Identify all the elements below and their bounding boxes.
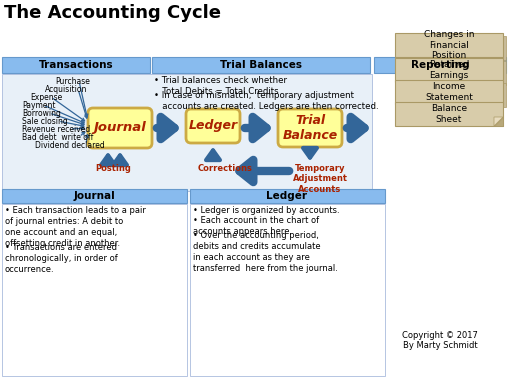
Text: Journal: Journal (94, 122, 146, 134)
Bar (2, 74, 371, 191)
Text: Transactions: Transactions (39, 60, 113, 70)
Bar (2, 189, 187, 203)
Text: Sale closing: Sale closing (22, 117, 68, 125)
Text: Trial
Balance: Trial Balance (282, 114, 337, 142)
Text: Dividend declared: Dividend declared (35, 141, 104, 149)
Bar (190, 189, 384, 203)
Bar (394, 80, 502, 104)
FancyBboxPatch shape (277, 109, 342, 147)
Text: Copyright © 2017
By Marty Schmidt: Copyright © 2017 By Marty Schmidt (401, 331, 477, 350)
Bar (394, 102, 502, 126)
Bar (397, 83, 505, 107)
Text: Ledger: Ledger (266, 191, 307, 201)
Text: Borrowing: Borrowing (22, 108, 61, 117)
Text: Temporary
Adjustment
Accounts: Temporary Adjustment Accounts (292, 164, 347, 194)
Text: Trial Balances: Trial Balances (219, 60, 301, 70)
Text: Corrections: Corrections (197, 164, 252, 173)
Text: • Each account in the chart of
accounts appears here.: • Each account in the chart of accounts … (192, 216, 319, 236)
Text: Posting: Posting (95, 164, 131, 173)
Bar (394, 33, 502, 57)
Bar (397, 61, 505, 85)
Text: Income
Statement: Income Statement (424, 82, 472, 102)
Bar (190, 204, 384, 376)
Polygon shape (493, 117, 502, 126)
Text: Retained
Earnings: Retained Earnings (428, 60, 468, 80)
Bar (373, 57, 505, 73)
Text: • In case of mismatch,  temporary adjustment
   accounts are created. Ledgers ar: • In case of mismatch, temporary adjustm… (154, 91, 378, 111)
Text: • Each transaction leads to a pair
of journal entries: A debit to
one account an: • Each transaction leads to a pair of jo… (5, 206, 146, 248)
Text: Changes in
Financial
Position: Changes in Financial Position (423, 30, 473, 60)
Text: Balance
Sheet: Balance Sheet (430, 104, 466, 124)
Text: Payment: Payment (22, 100, 55, 110)
FancyBboxPatch shape (186, 109, 240, 143)
Text: • Ledger is organized by accounts.: • Ledger is organized by accounts. (192, 206, 339, 215)
Text: Bad debt  write off: Bad debt write off (22, 132, 93, 142)
Bar (397, 36, 505, 60)
Polygon shape (493, 117, 502, 126)
Bar (152, 57, 369, 73)
Bar (2, 57, 150, 73)
Text: Expense: Expense (30, 93, 62, 102)
Text: • Trial balances check whether
   Total Debits = Total Credits: • Trial balances check whether Total Deb… (154, 76, 287, 96)
Text: The Accounting Cycle: The Accounting Cycle (4, 4, 220, 22)
Bar (2, 204, 187, 376)
Bar (394, 58, 502, 82)
Text: Purchase: Purchase (55, 76, 90, 86)
Text: Reporting: Reporting (410, 60, 468, 70)
Text: Acquisition: Acquisition (45, 85, 87, 93)
Text: Journal: Journal (73, 191, 115, 201)
Text: Ledger: Ledger (188, 120, 237, 132)
FancyBboxPatch shape (88, 108, 152, 148)
Text: • Transactions are entered
chronologically, in order of
occurrence.: • Transactions are entered chronological… (5, 243, 118, 274)
Text: • Over the accounting period,
debits and credits accumulate
in each account as t: • Over the accounting period, debits and… (192, 231, 337, 273)
Text: Revenue received: Revenue received (22, 125, 90, 134)
